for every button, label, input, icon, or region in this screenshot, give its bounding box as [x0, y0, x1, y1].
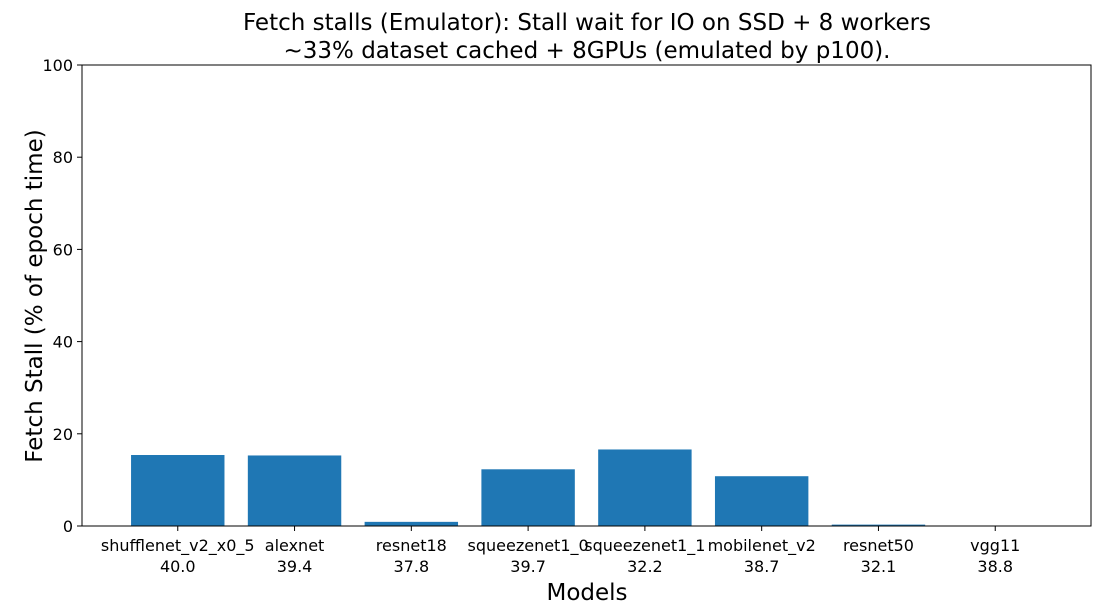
- y-axis-label: Fetch Stall (% of epoch time): [22, 129, 48, 462]
- y-tick-label: 20: [53, 425, 73, 444]
- x-tick-sublabel: 32.2: [627, 557, 663, 576]
- bar-squeezenet1_0: [481, 469, 575, 526]
- x-tick-sublabel: 39.4: [277, 557, 313, 576]
- x-tick-label: squeezenet1_0: [468, 536, 589, 556]
- bar-resnet18: [364, 521, 459, 526]
- x-tick-sublabel: 39.7: [510, 557, 546, 576]
- y-tick-label: 100: [42, 56, 73, 75]
- x-tick-label: resnet18: [376, 536, 447, 555]
- x-tick-sublabel: 37.8: [394, 557, 430, 576]
- chart-title-line-2: ~33% dataset cached + 8GPUs (emulated by…: [283, 38, 890, 64]
- chart-title-line-1: Fetch stalls (Emulator): Stall wait for …: [243, 10, 931, 36]
- x-tick-label: vgg11: [970, 536, 1020, 555]
- x-axis: shufflenet_v2_x0_540.0 alexnet 39.4 resnet1…: [101, 526, 1020, 576]
- y-tick-label: 60: [53, 240, 73, 259]
- x-tick-sublabel: 32.1: [861, 557, 897, 576]
- bar-mobilenet_v2: [714, 476, 809, 526]
- x-tick-label: resnet50: [843, 536, 914, 555]
- y-tick-label: 0: [63, 517, 73, 536]
- bars-group: [131, 449, 926, 526]
- bar-resnet50: [831, 524, 926, 526]
- x-tick-label: shufflenet_v2_x0_5: [101, 536, 255, 556]
- bar-squeezenet1_1: [598, 449, 692, 526]
- y-tick-label: 80: [53, 148, 73, 167]
- plot-frame: [81, 64, 1092, 527]
- bar-shufflenet_v2_x0_5: [131, 455, 225, 526]
- x-tick-label: alexnet: [265, 536, 325, 555]
- x-tick-sublabel: 40.0: [160, 557, 196, 576]
- bar-alexnet: [247, 455, 342, 526]
- x-tick-label: squeezenet1_1: [584, 536, 705, 556]
- x-axis-label: Models: [546, 580, 627, 606]
- x-tick-sublabel: 38.8: [977, 557, 1013, 576]
- x-tick-label: mobilenet_v2: [708, 536, 816, 556]
- y-tick-label: 40: [53, 333, 73, 352]
- y-axis: 0 20 40 60 80 100: [42, 56, 82, 536]
- x-tick-sublabel: 38.7: [744, 557, 780, 576]
